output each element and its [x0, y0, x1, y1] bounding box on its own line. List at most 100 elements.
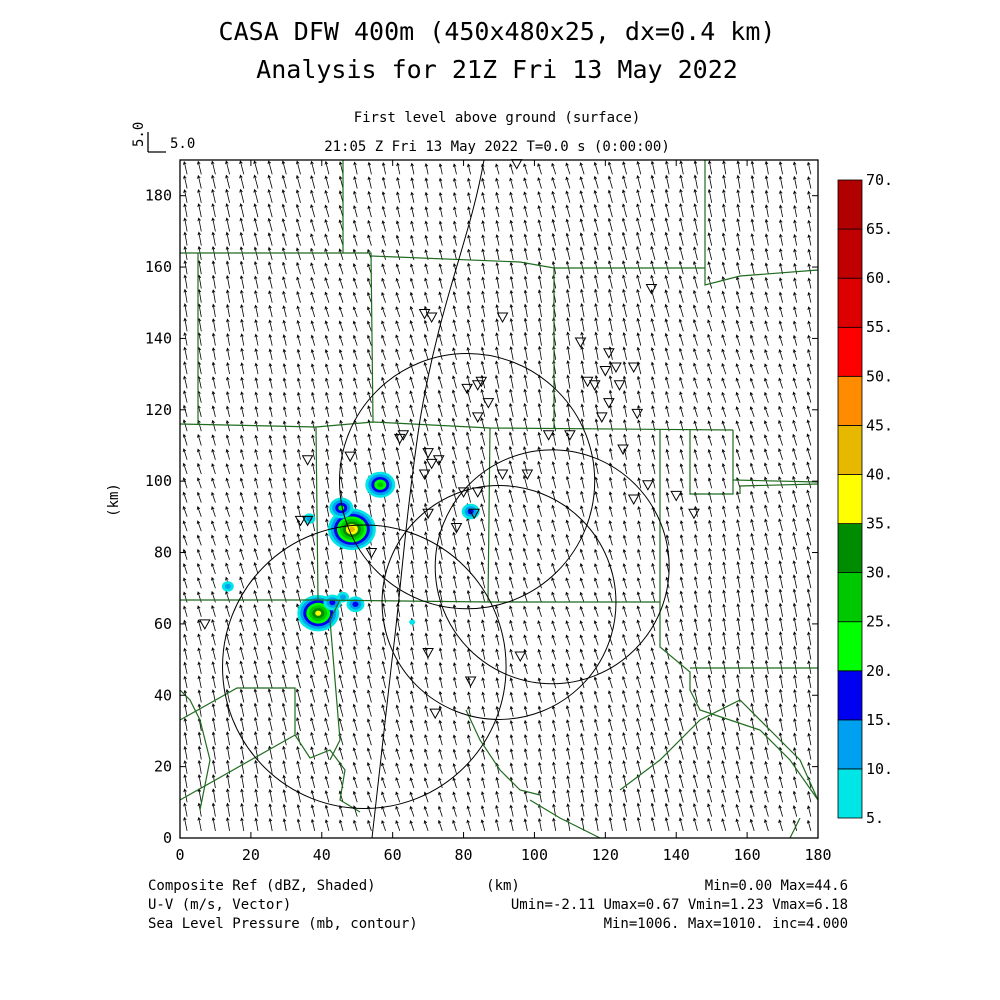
wind-vector	[792, 805, 798, 817]
wind-vector	[622, 760, 627, 774]
wind-vector	[367, 791, 372, 803]
wind-vector	[381, 660, 386, 674]
wind-vector	[792, 391, 798, 403]
wind-vector	[382, 545, 386, 560]
wind-vector	[678, 333, 684, 346]
wind-vector	[352, 262, 358, 275]
wind-vector	[467, 691, 471, 703]
wind-vector	[367, 447, 372, 460]
wind-vector	[579, 162, 585, 175]
wind-vector	[253, 203, 259, 218]
wind-vector	[807, 703, 812, 717]
wind-vector	[254, 405, 259, 417]
wind-vector	[707, 788, 713, 803]
wind-vector	[537, 446, 542, 460]
wind-vector	[410, 559, 415, 574]
wind-vector	[410, 690, 415, 703]
wind-vector	[707, 232, 713, 246]
wind-vector	[566, 775, 571, 789]
wind-vector	[778, 804, 783, 817]
wind-vector	[480, 332, 486, 346]
wind-vector	[778, 717, 783, 731]
wind-vector	[183, 675, 188, 689]
x-tick-label: 80	[455, 846, 473, 864]
wind-vector	[481, 734, 486, 746]
wind-vector	[607, 690, 613, 703]
wind-vector	[253, 174, 259, 189]
wind-vector	[423, 319, 429, 332]
wind-vector	[594, 802, 599, 817]
wind-vector	[409, 748, 415, 760]
wind-vector	[197, 203, 202, 218]
wind-vector	[806, 531, 812, 546]
wind-vector	[381, 348, 386, 360]
wind-vector	[764, 476, 769, 489]
wind-vector	[807, 747, 812, 760]
wind-vector	[651, 576, 656, 589]
wind-vector	[467, 618, 471, 632]
wind-vector	[282, 533, 287, 546]
wind-vector	[253, 702, 259, 717]
wind-vector	[410, 603, 415, 617]
wind-vector	[297, 391, 301, 403]
wind-vector	[707, 803, 713, 817]
wind-vector	[367, 574, 372, 589]
wind-vector	[764, 276, 769, 289]
wind-vector	[466, 318, 471, 332]
wind-vector	[452, 791, 457, 803]
wind-vector	[636, 745, 642, 760]
wind-vector	[637, 534, 642, 546]
wind-vector	[750, 574, 755, 589]
wind-vector	[211, 605, 216, 617]
wind-vector	[424, 277, 429, 289]
wind-vector	[764, 490, 769, 503]
wind-vector	[593, 232, 599, 246]
wind-vector	[396, 588, 401, 603]
wind-vector	[467, 748, 471, 760]
wind-vector	[267, 645, 273, 660]
wind-vector	[679, 632, 684, 646]
wind-vector	[310, 218, 316, 232]
wind-vector	[537, 261, 542, 275]
wind-vector	[622, 675, 627, 689]
sea-level-pressure-contour	[371, 159, 485, 839]
wind-vector	[566, 446, 571, 460]
wind-vector	[580, 718, 585, 732]
wind-vector	[537, 518, 542, 532]
wind-vector	[211, 562, 216, 575]
wind-vector	[282, 774, 287, 789]
wind-vector	[551, 446, 557, 460]
wind-vector	[451, 431, 457, 446]
wind-vector	[395, 777, 401, 789]
wind-vector	[565, 176, 571, 189]
wind-vector	[552, 789, 557, 803]
wind-vector	[522, 562, 528, 575]
wind-vector	[636, 245, 642, 261]
wind-vector	[651, 591, 656, 603]
wind-vector	[495, 290, 500, 303]
wind-vector	[707, 463, 713, 475]
wind-vector	[211, 448, 216, 460]
wind-vector	[268, 333, 273, 346]
wind-vector	[678, 246, 684, 261]
wind-vector	[750, 276, 755, 289]
wind-vector	[367, 377, 372, 389]
wind-vector	[311, 391, 316, 403]
wind-vector	[509, 388, 514, 403]
wind-vector	[636, 619, 642, 632]
wind-vector	[197, 661, 202, 674]
wind-vector	[254, 463, 259, 475]
wind-vector	[764, 674, 769, 689]
wind-vector	[424, 719, 429, 732]
wind-vector	[352, 674, 358, 689]
wind-vector	[579, 232, 585, 246]
station-marker	[425, 312, 438, 324]
wind-vector	[722, 203, 727, 218]
wind-vector	[211, 231, 216, 246]
wind-vector	[707, 631, 713, 646]
wind-vector	[183, 633, 188, 646]
wind-vector	[495, 360, 500, 375]
wind-vector	[409, 820, 415, 832]
wind-vector	[509, 734, 514, 746]
wind-vector	[679, 590, 684, 603]
